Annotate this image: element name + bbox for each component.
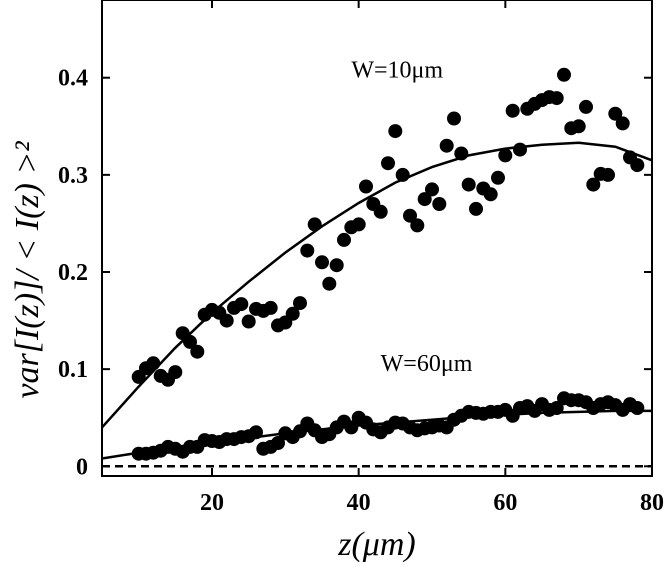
data-point-s0-57 xyxy=(549,91,564,106)
data-point-s0-45 xyxy=(461,177,476,192)
data-point-s0-2 xyxy=(146,356,161,371)
data-point-s0-27 xyxy=(329,258,344,273)
data-point-s0-66 xyxy=(615,116,630,131)
data-point-s0-23 xyxy=(300,243,315,258)
data-point-s0-41 xyxy=(432,197,447,211)
data-point-s0-33 xyxy=(373,204,388,219)
data-point-s0-12 xyxy=(219,313,234,328)
x-axis-label: z(μm) xyxy=(337,526,416,563)
data-point-s0-58 xyxy=(557,67,571,82)
data-point-s0-48 xyxy=(483,187,498,202)
chart-marks xyxy=(101,67,653,468)
data-point-s0-21 xyxy=(285,306,300,321)
x-tick-label-2: 60 xyxy=(493,490,517,516)
data-point-s0-31 xyxy=(359,179,373,194)
data-point-s0-15 xyxy=(241,314,256,329)
annotations: W=10μm W=60μm xyxy=(351,58,472,377)
x-tick-label-1: 40 xyxy=(347,490,371,516)
data-point-s0-8 xyxy=(190,344,205,359)
data-point-s0-64 xyxy=(601,167,615,182)
data-point-s0-35 xyxy=(388,124,403,139)
data-point-s0-26 xyxy=(322,276,337,291)
y-axis-label: var[I(z)]/ < I(z) >² xyxy=(9,141,46,399)
data-point-s0-39 xyxy=(417,192,432,207)
data-point-s0-34 xyxy=(381,156,395,171)
tick-labels: 20 40 60 80 0 0.1 0.2 0.3 0.4 xyxy=(58,66,664,516)
annotation-0: W=10μm xyxy=(351,58,443,84)
data-point-s0-28 xyxy=(337,232,351,247)
x-tick-label-3: 80 xyxy=(640,490,664,516)
data-point-s0-60 xyxy=(571,119,586,134)
data-point-s0-14 xyxy=(234,297,249,312)
data-point-s0-50 xyxy=(498,148,513,163)
data-point-s0-68 xyxy=(630,158,645,173)
data-point-s0-43 xyxy=(447,111,461,126)
y-tick-label-0: 0 xyxy=(76,454,88,480)
annotation-1: W=60μm xyxy=(381,351,473,377)
data-point-s0-40 xyxy=(425,182,439,197)
data-point-s0-49 xyxy=(491,170,505,185)
y-tick-label-1: 0.1 xyxy=(58,357,88,383)
fit-line-s3 xyxy=(101,409,652,460)
data-point-s0-25 xyxy=(315,255,329,270)
y-tick-label-3: 0.3 xyxy=(58,163,88,189)
data-point-s0-46 xyxy=(469,201,483,216)
y-tick-label-4: 0.4 xyxy=(58,66,88,92)
x-tick-label-0: 20 xyxy=(200,490,224,516)
data-point-s2-19 xyxy=(271,436,285,450)
data-point-s0-62 xyxy=(586,177,601,192)
data-point-s0-18 xyxy=(263,300,278,315)
data-point-s0-38 xyxy=(410,218,425,233)
data-point-s0-42 xyxy=(439,138,454,153)
data-point-s0-51 xyxy=(505,103,520,118)
data-point-s0-37 xyxy=(403,208,417,223)
data-point-s0-52 xyxy=(513,142,527,157)
axis-ticks xyxy=(102,0,653,476)
data-point-s0-22 xyxy=(293,296,307,311)
data-point-s0-30 xyxy=(351,217,366,232)
data-point-s0-61 xyxy=(579,99,593,114)
plot-frame xyxy=(101,0,653,477)
data-point-s0-65 xyxy=(608,106,623,121)
fit-line-s1 xyxy=(101,141,653,429)
data-point-s2-68 xyxy=(630,401,645,415)
data-point-s0-5 xyxy=(168,365,183,380)
y-tick-label-2: 0.2 xyxy=(58,260,88,286)
